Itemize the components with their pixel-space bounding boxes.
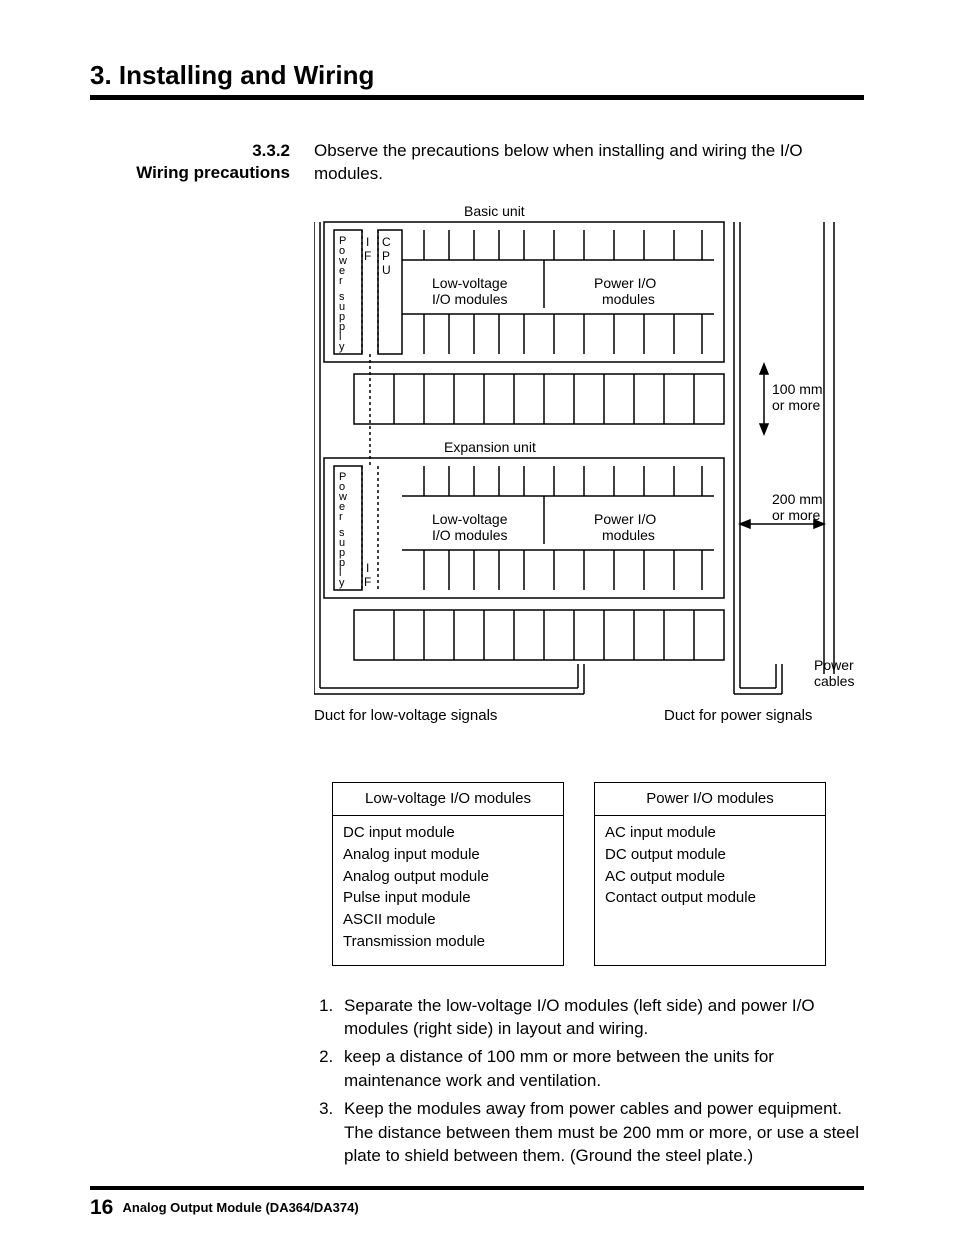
precautions-list: Separate the low-voltage I/O modules (le… (314, 994, 874, 1169)
svg-text:C: C (382, 235, 391, 249)
svg-text:I/O modules: I/O modules (432, 291, 507, 307)
svg-text:y: y (339, 341, 345, 353)
svg-text:200 mm: 200 mm (772, 491, 823, 507)
power-box-title: Power I/O modules (595, 783, 825, 816)
section-number: 3.3.2 (90, 140, 290, 162)
svg-text:modules: modules (602, 527, 655, 543)
svg-text:I/O modules: I/O modules (432, 527, 507, 543)
svg-text:modules: modules (602, 291, 655, 307)
doc-title: Analog Output Module (DA364/DA374) (123, 1200, 359, 1215)
footer-rule (90, 1186, 864, 1190)
lv-item: DC input module (343, 822, 553, 844)
svg-text:Expansion unit: Expansion unit (444, 439, 536, 455)
precaution-item: Separate the low-voltage I/O modules (le… (338, 994, 874, 1042)
precaution-item: keep a distance of 100 mm or more betwee… (338, 1045, 874, 1093)
svg-text:r: r (339, 275, 343, 287)
lv-box-body: DC input module Analog input module Anal… (333, 816, 563, 965)
precaution-item: Keep the modules away from power cables … (338, 1097, 874, 1168)
power-item: Contact output module (605, 887, 815, 909)
svg-text:Low-voltage: Low-voltage (432, 511, 508, 527)
svg-text:y: y (339, 577, 345, 589)
svg-text:P: P (382, 249, 390, 263)
lv-item: Analog input module (343, 844, 553, 866)
lv-box: Low-voltage I/O modules DC input module … (332, 782, 564, 966)
power-item: DC output module (605, 844, 815, 866)
duct-lv-label: Duct for low-voltage signals (314, 707, 497, 724)
lv-box-title: Low-voltage I/O modules (333, 783, 563, 816)
section-title: Wiring precautions (90, 162, 290, 184)
svg-text:100 mm: 100 mm (772, 381, 823, 397)
page: 3. Installing and Wiring 3.3.2 Wiring pr… (0, 0, 954, 1260)
svg-text:F: F (364, 249, 371, 263)
basic-unit-label: Basic unit (464, 204, 525, 219)
duct-power-label: Duct for power signals (664, 707, 812, 724)
wiring-diagram: Basic unit P o w e r s u p p l y (314, 204, 874, 764)
svg-text:r: r (339, 511, 343, 523)
section-row: 3.3.2 Wiring precautions Observe the pre… (90, 140, 864, 1172)
svg-text:Power I/O: Power I/O (594, 275, 656, 291)
svg-text:U: U (382, 263, 391, 277)
section-heading: 3.3.2 Wiring precautions (90, 140, 314, 184)
page-footer: 16 Analog Output Module (DA364/DA374) (90, 1196, 864, 1220)
module-boxes: Low-voltage I/O modules DC input module … (332, 782, 874, 966)
power-box-body: AC input module DC output module AC outp… (595, 816, 825, 921)
svg-text:or more: or more (772, 397, 820, 413)
power-item: AC output module (605, 866, 815, 888)
lv-item: ASCII module (343, 909, 553, 931)
svg-text:cables: cables (814, 673, 854, 689)
svg-text:Power: Power (814, 657, 854, 673)
intro-text: Observe the precautions below when insta… (314, 140, 874, 186)
chapter-rule (90, 95, 864, 100)
lv-item: Transmission module (343, 931, 553, 953)
svg-text:or more: or more (772, 507, 820, 523)
chapter-title: 3. Installing and Wiring (90, 60, 864, 91)
power-box: Power I/O modules AC input module DC out… (594, 782, 826, 966)
svg-text:I: I (366, 561, 369, 575)
lv-item: Analog output module (343, 866, 553, 888)
svg-text:F: F (364, 575, 371, 589)
page-number: 16 (90, 1196, 113, 1219)
main-content: Observe the precautions below when insta… (314, 140, 874, 1172)
svg-text:Low-voltage: Low-voltage (432, 275, 508, 291)
lv-item: Pulse input module (343, 887, 553, 909)
svg-text:I: I (366, 235, 369, 249)
power-item: AC input module (605, 822, 815, 844)
svg-text:Power I/O: Power I/O (594, 511, 656, 527)
